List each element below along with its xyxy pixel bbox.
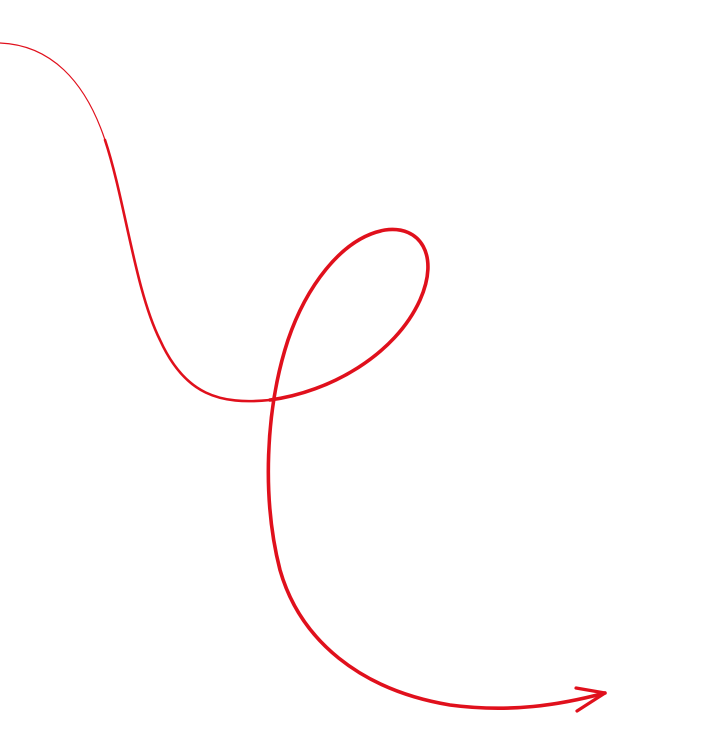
arrowhead-icon — [574, 686, 607, 713]
arrow-tail-stroke — [0, 42, 106, 141]
arrow-loop-stroke — [266, 227, 607, 710]
arrow-upper-stroke — [103, 138, 272, 403]
